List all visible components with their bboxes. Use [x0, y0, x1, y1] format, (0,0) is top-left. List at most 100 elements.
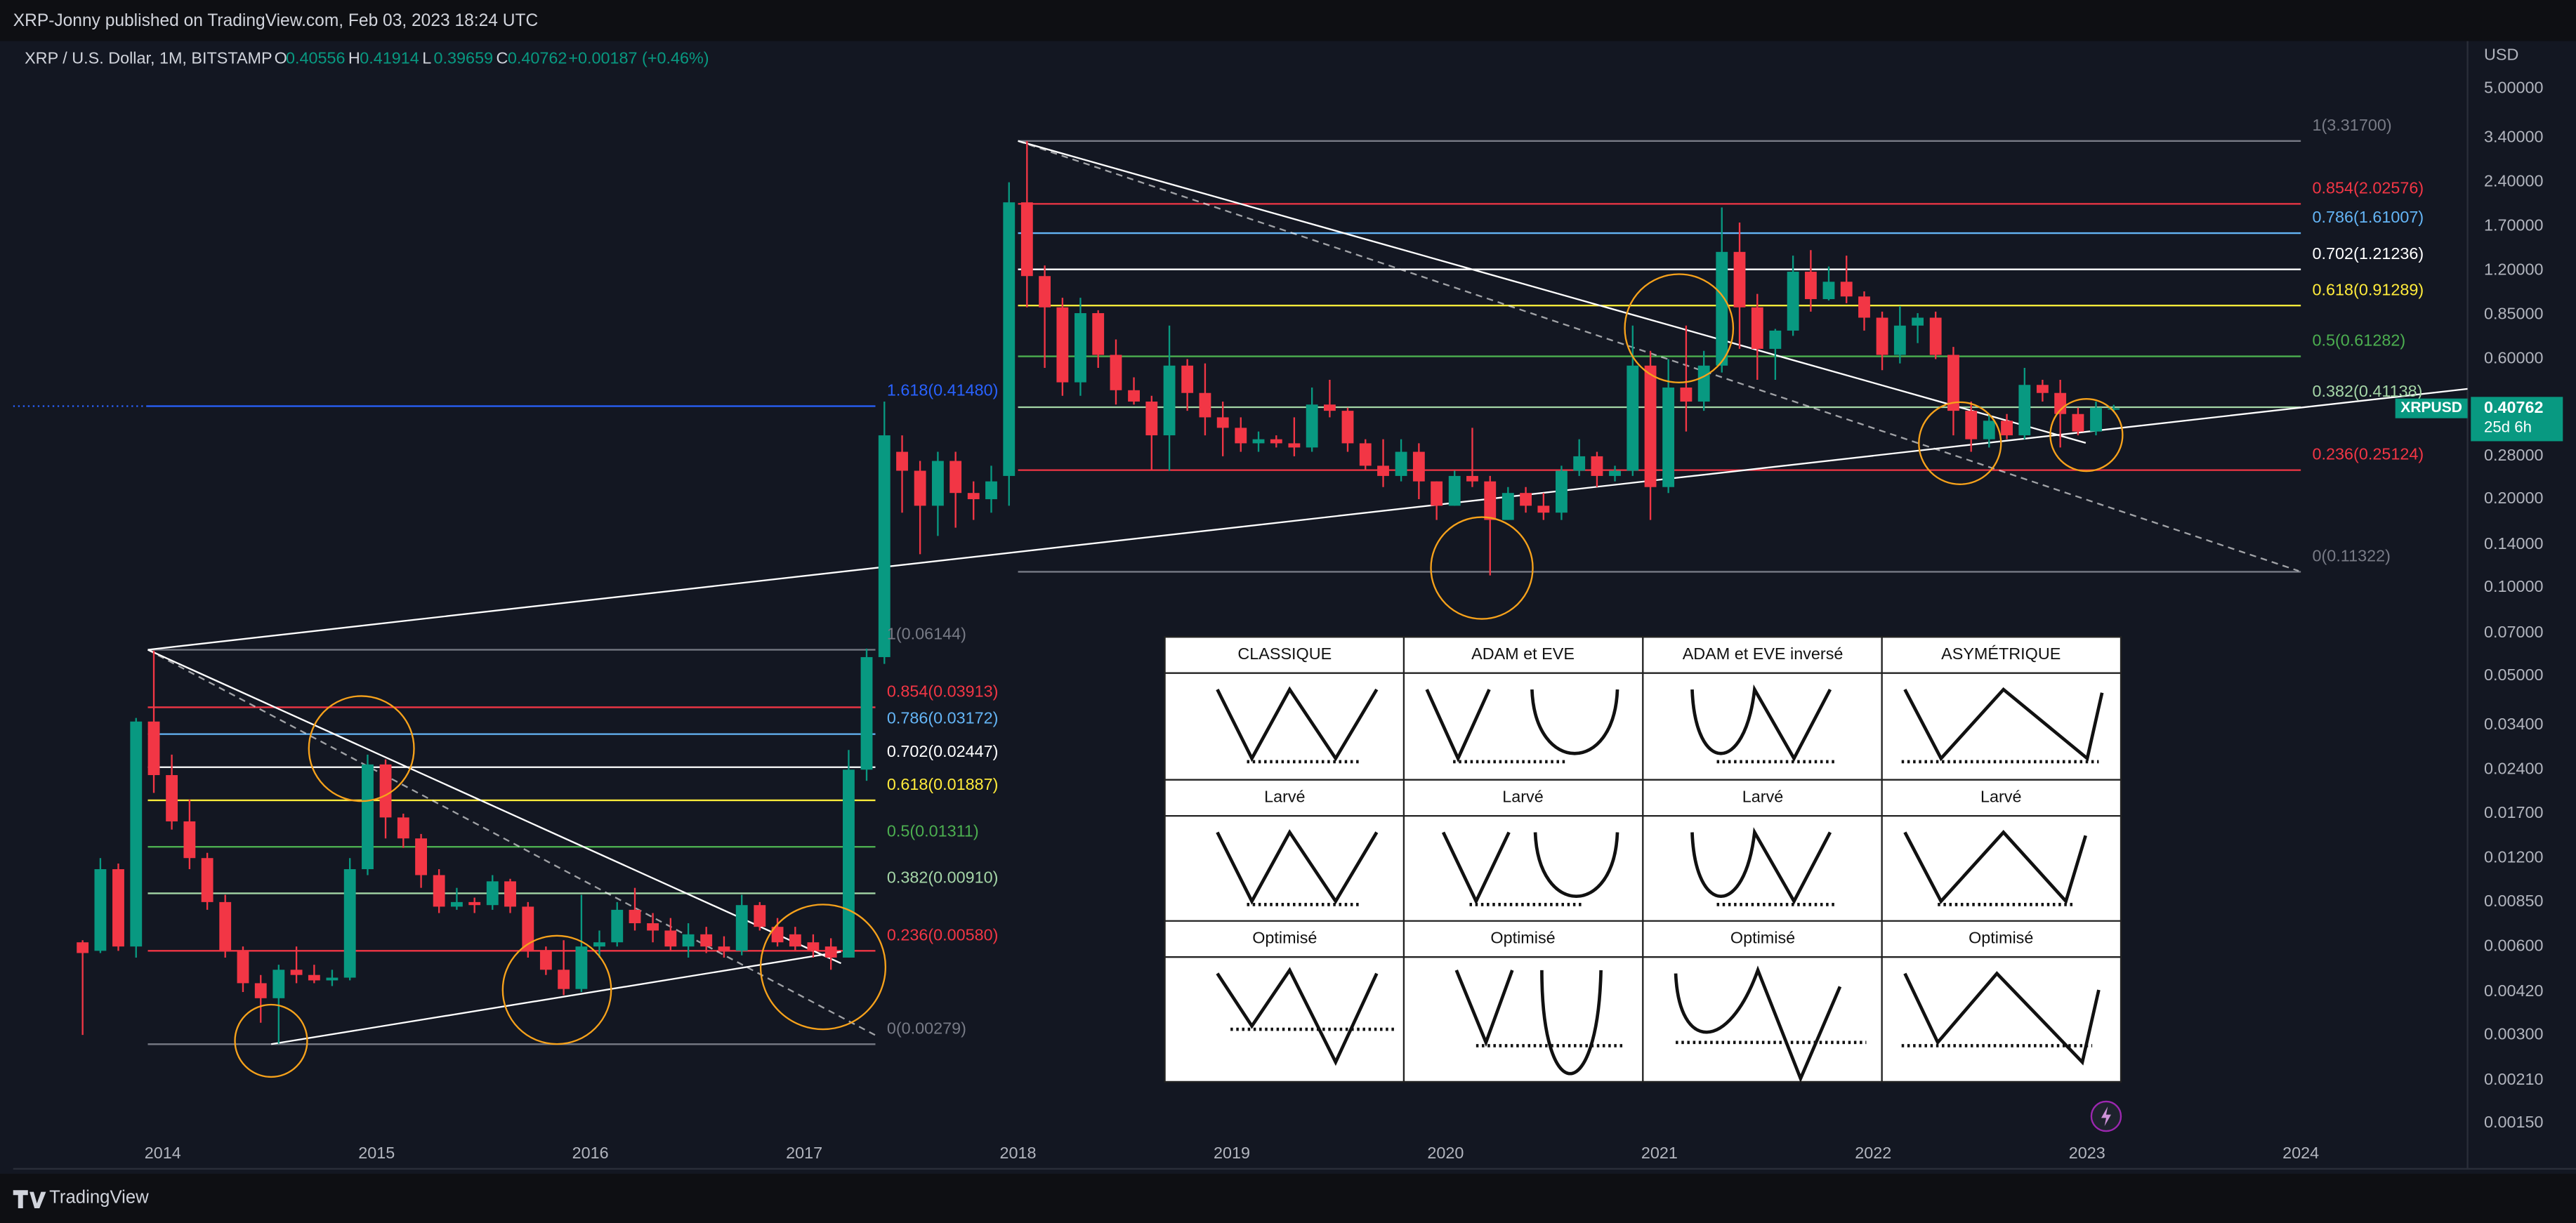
- legend-value: 0.41914: [360, 48, 419, 67]
- candle-body: [1876, 317, 1888, 355]
- candle-body: [1341, 411, 1354, 444]
- candle-body: [1591, 456, 1603, 476]
- annotations: [234, 273, 2124, 1078]
- fib-label: 0.786(1.61007): [2313, 208, 2424, 226]
- candle-body: [308, 974, 320, 981]
- candle-body: [611, 909, 624, 943]
- countdown: 25d 6h: [2484, 418, 2532, 436]
- candle-body: [914, 470, 926, 506]
- y-tick-label: 1.20000: [2484, 260, 2544, 279]
- candle-body: [1751, 307, 1763, 349]
- candle-body: [1537, 505, 1550, 513]
- fib-label: 0(0.11322): [2313, 547, 2391, 565]
- candle-body: [1501, 493, 1514, 520]
- candle-body: [2072, 414, 2084, 432]
- axis-unit: USD: [2484, 46, 2518, 64]
- fib-label: 1.618(0.41480): [887, 381, 999, 399]
- candle-body: [1520, 493, 1532, 506]
- candle-body: [379, 764, 392, 818]
- pattern-line: [1903, 971, 2101, 1066]
- trendline: [1018, 140, 2087, 444]
- candle-body: [718, 946, 730, 951]
- candle-body: [1609, 470, 1621, 476]
- fib-label: 1(3.31700): [2313, 116, 2392, 134]
- candle-body: [290, 970, 303, 975]
- y-tick-label: 0.00420: [2484, 981, 2544, 1000]
- candle-body: [219, 901, 232, 951]
- fib-label: 0.702(1.21236): [2313, 244, 2424, 263]
- y-tick-label: 0.85000: [2484, 304, 2544, 322]
- annotation-circle: [2049, 398, 2124, 472]
- candle-body: [183, 821, 196, 859]
- candle-body: [237, 951, 249, 984]
- candle-body: [522, 906, 534, 951]
- candle-body: [1306, 404, 1318, 448]
- candle-body: [843, 769, 855, 958]
- x-tick-label: 2015: [358, 1144, 395, 1162]
- candle-body: [201, 858, 213, 902]
- candle-body: [1288, 443, 1301, 448]
- candle-body: [1448, 475, 1461, 506]
- fib-label: 0(0.00279): [887, 1019, 966, 1037]
- candle-body: [1020, 202, 1033, 277]
- x-tick-label: 2014: [145, 1144, 181, 1162]
- y-tick-label: 0.01200: [2484, 847, 2544, 866]
- x-tick-label: 2021: [1641, 1144, 1678, 1162]
- legend-key: L: [422, 48, 431, 67]
- fib-label: 0.702(0.02447): [887, 742, 999, 760]
- candle-body: [2018, 385, 2031, 436]
- candle-body: [1252, 439, 1265, 444]
- candle-body: [1983, 421, 1995, 439]
- candle-body: [1680, 387, 1693, 402]
- pattern-line: [1454, 970, 1603, 1076]
- candle-body: [166, 775, 178, 821]
- y-tick-label: 0.14000: [2484, 534, 2544, 553]
- brand: TradingView: [49, 1188, 149, 1208]
- candle-body: [1627, 365, 1639, 471]
- candle-body: [807, 942, 820, 951]
- candle-body: [2054, 392, 2067, 414]
- pattern-line: [1216, 828, 1379, 905]
- y-tick-label: 0.00210: [2484, 1070, 2544, 1088]
- x-tick-label: 2016: [572, 1144, 609, 1162]
- legend-value: 0.40556: [286, 48, 346, 67]
- candle-body: [1555, 470, 1568, 513]
- y-tick-label: 0.05000: [2484, 666, 2544, 684]
- candle-body: [326, 977, 339, 981]
- x-tick-label: 2017: [786, 1144, 822, 1162]
- candle-body: [1929, 317, 1942, 355]
- y-tick-label: 3.40000: [2484, 127, 2544, 145]
- annotation-circle: [759, 904, 887, 1031]
- candle-body: [1804, 272, 1817, 300]
- x-tick-label: 2023: [2069, 1144, 2105, 1162]
- y-tick-label: 0.28000: [2484, 446, 2544, 464]
- fib-label: 0.854(2.02576): [2313, 179, 2424, 197]
- candle-body: [433, 875, 445, 907]
- candle-body: [1466, 475, 1478, 482]
- publisher: XRP-Jonny published on TradingView.com, …: [13, 11, 538, 30]
- fib-label: 0.786(0.03172): [887, 709, 999, 727]
- candle-body: [860, 656, 873, 770]
- legend-value: 0.40762: [508, 48, 567, 67]
- candle-body: [1145, 401, 1158, 436]
- symbol-tag-bg: [2395, 398, 2468, 418]
- annotation-circle: [308, 695, 415, 802]
- pattern-line: [1903, 687, 2104, 762]
- trendline: [147, 649, 841, 965]
- candle-body: [1822, 282, 1835, 300]
- candle-body: [1858, 296, 1870, 318]
- candle-body: [1323, 404, 1336, 411]
- y-tick-label: 0.01700: [2484, 803, 2544, 821]
- x-tick-label: 2022: [1855, 1144, 1891, 1162]
- candle-body: [1235, 428, 1247, 444]
- candle-body: [504, 881, 516, 907]
- x-tick-label: 2020: [1427, 1144, 1464, 1162]
- candle-body: [1787, 272, 1799, 331]
- candle-body: [94, 869, 107, 951]
- fib-label: 0.854(0.03913): [887, 682, 999, 701]
- candle-body: [1716, 251, 1728, 366]
- legend-value: 0.39659: [434, 48, 494, 67]
- y-tick-label: 0.00150: [2484, 1113, 2544, 1131]
- table-header: Larvé: [1264, 788, 1305, 806]
- candle-body: [1484, 481, 1497, 520]
